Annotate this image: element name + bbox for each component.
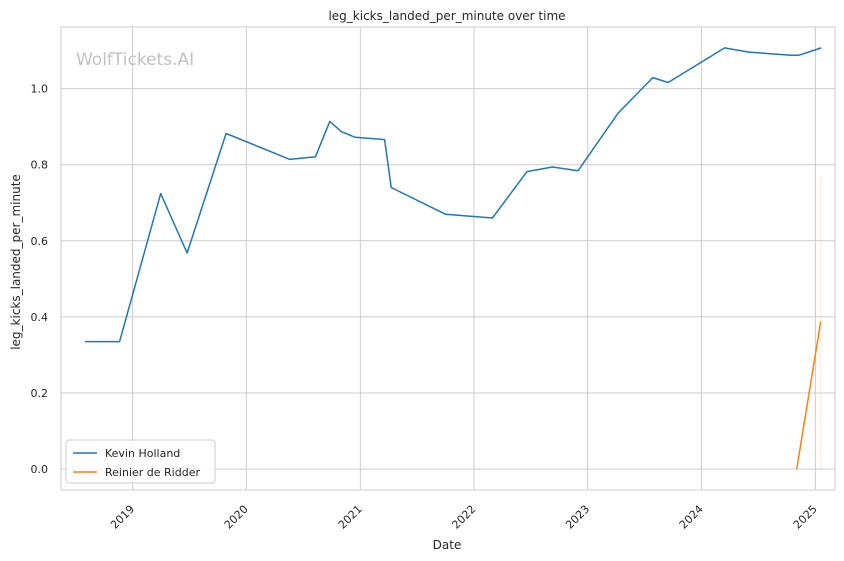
series-line-1: [795, 321, 822, 470]
legend: Kevin Holland Reinier de Ridder: [65, 439, 216, 484]
x-tick-label: 2025: [791, 503, 820, 532]
y-tick-label: 1.0: [31, 83, 49, 96]
series-line-0: [85, 47, 822, 343]
x-tick-label: 2019: [108, 503, 137, 532]
y-tick-label: 0.4: [31, 311, 49, 324]
chart-title: leg_kicks_landed_per_minute over time: [328, 9, 565, 23]
plot-frame: [60, 26, 836, 491]
y-tick-label: 0.8: [31, 159, 49, 172]
legend-box: [65, 439, 216, 484]
series-group: [85, 47, 823, 470]
x-tick-labels: 2019 2020 2021 2022 2023 2024 2025: [108, 503, 820, 532]
x-axis-label: Date: [433, 538, 462, 552]
x-tick-label: 2023: [563, 503, 592, 532]
y-tick-label: 0.0: [31, 463, 49, 476]
watermark: WolfTickets.AI: [76, 50, 194, 70]
y-axis-label: leg_kicks_landed_per_minute: [9, 174, 23, 350]
grid: [61, 27, 835, 490]
x-tick-label: 2024: [677, 503, 706, 532]
x-tick-label: 2020: [222, 503, 251, 532]
x-tick-label: 2021: [336, 503, 365, 532]
legend-label: Kevin Holland: [105, 447, 180, 460]
y-tick-labels: 0.0 0.2 0.4 0.6 0.8 1.0: [31, 83, 49, 476]
legend-label: Reinier de Ridder: [105, 466, 200, 479]
y-tick-label: 0.2: [31, 387, 49, 400]
y-tick-label: 0.6: [31, 235, 49, 248]
x-tick-label: 2022: [449, 503, 478, 532]
